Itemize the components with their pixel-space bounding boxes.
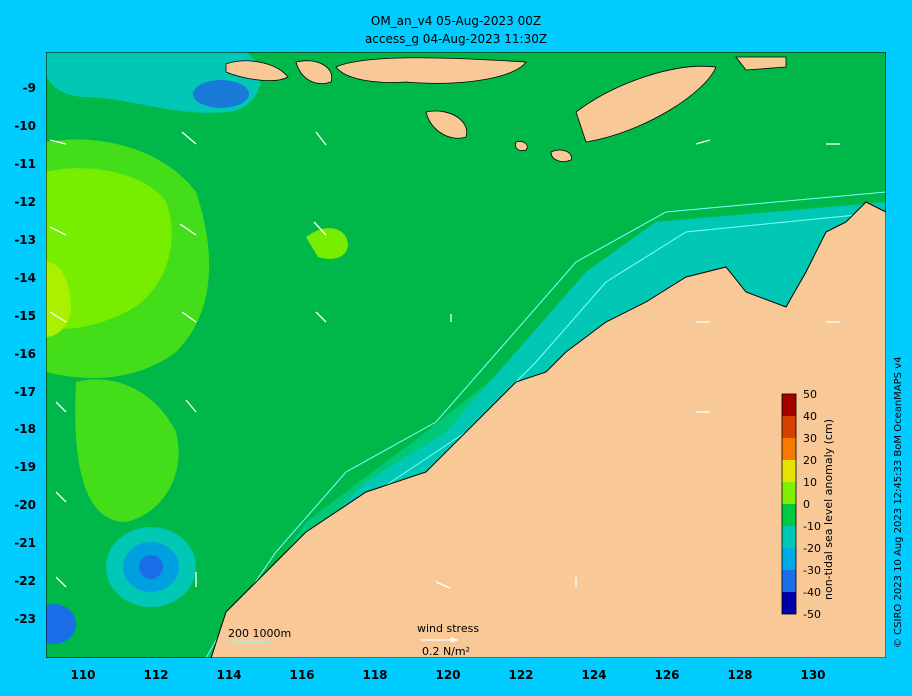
colorbar-tick: -30 bbox=[803, 564, 821, 577]
lat-tick: -20 bbox=[14, 498, 36, 512]
colorbar-swatch bbox=[782, 482, 796, 504]
lat-tick: -13 bbox=[14, 233, 36, 247]
lon-tick: 128 bbox=[727, 668, 753, 682]
colorbar-swatch bbox=[782, 460, 796, 482]
ocean-field-patch-2 bbox=[75, 379, 179, 522]
bathy-legend-label: 200 1000m bbox=[228, 627, 292, 640]
colorbar-tick: -40 bbox=[803, 586, 821, 599]
wind-arrow bbox=[313, 221, 327, 236]
lon-tick: 126 bbox=[654, 668, 680, 682]
colorbar-tick: -20 bbox=[803, 542, 821, 555]
island-timor bbox=[575, 65, 717, 143]
island-north-east bbox=[735, 56, 787, 71]
wind-arrow bbox=[49, 311, 67, 323]
low-eddy-southwest bbox=[46, 604, 76, 644]
colorbar-tick: 40 bbox=[803, 410, 817, 423]
colorbar-swatch bbox=[782, 526, 796, 548]
lat-tick: -22 bbox=[14, 574, 36, 588]
low-eddy-south-core bbox=[139, 555, 163, 579]
colorbar-swatch bbox=[782, 438, 796, 460]
island-3 bbox=[335, 57, 527, 84]
colorbar bbox=[781, 393, 797, 615]
lon-tick: 120 bbox=[435, 668, 461, 682]
lat-tick: -19 bbox=[14, 460, 36, 474]
wind-arrow bbox=[55, 491, 67, 503]
lat-tick: -11 bbox=[14, 157, 36, 171]
ocean-field-mid bbox=[46, 52, 886, 658]
wind-arrow bbox=[435, 581, 451, 589]
lat-tick: -10 bbox=[14, 119, 36, 133]
low-eddy-north bbox=[193, 80, 249, 108]
colorbar-title: non-tidal sea level anomaly (cm) bbox=[822, 419, 835, 600]
lon-tick: 124 bbox=[581, 668, 607, 682]
colorbar-swatch bbox=[782, 548, 796, 570]
lon-tick: 116 bbox=[289, 668, 315, 682]
colorbar-frame bbox=[781, 393, 797, 615]
lat-tick: -18 bbox=[14, 422, 36, 436]
wind-arrow bbox=[315, 311, 327, 323]
credit-text: © CSIRO 2023 10 Aug 2023 12:45:33 BoM Oc… bbox=[893, 356, 904, 649]
colorbar-tick: 0 bbox=[803, 498, 810, 511]
lat-tick: -12 bbox=[14, 195, 36, 209]
colorbar-swatch bbox=[782, 394, 796, 416]
lat-tick: -16 bbox=[14, 347, 36, 361]
wind-arrow bbox=[49, 139, 67, 145]
colorbar-tick: -10 bbox=[803, 520, 821, 533]
lat-tick: -21 bbox=[14, 536, 36, 550]
australia-landmass bbox=[210, 201, 886, 658]
lat-tick: -15 bbox=[14, 309, 36, 323]
lon-tick: 118 bbox=[362, 668, 388, 682]
colorbar-tick: 20 bbox=[803, 454, 817, 467]
colorbar-tick: -50 bbox=[803, 608, 821, 621]
wind-arrow bbox=[179, 223, 197, 236]
colorbar-swatch bbox=[782, 570, 796, 592]
colorbar-tick: 50 bbox=[803, 388, 817, 401]
island-sumba bbox=[425, 110, 468, 139]
ocean-field-max bbox=[46, 262, 71, 337]
island-2 bbox=[295, 60, 333, 84]
island-1 bbox=[225, 60, 289, 81]
wind-legend-arrowhead bbox=[451, 637, 458, 643]
map-title-line2: access_g 04-Aug-2023 11:30Z bbox=[364, 32, 548, 46]
wind-arrow bbox=[55, 401, 67, 413]
wind-legend-scale: 0.2 N/m² bbox=[422, 645, 471, 658]
wind-legend-label: wind stress bbox=[417, 622, 480, 635]
lat-tick: -23 bbox=[14, 612, 36, 626]
lon-tick: 114 bbox=[216, 668, 242, 682]
map-title-line1: OM_an_v4 05-Aug-2023 00Z bbox=[370, 14, 542, 28]
lon-tick: 130 bbox=[800, 668, 826, 682]
colorbar-swatch bbox=[782, 504, 796, 526]
wind-arrow bbox=[315, 131, 327, 146]
colorbar-tick: 30 bbox=[803, 432, 817, 445]
wind-stress-arrows bbox=[49, 131, 840, 589]
colorbar-tick: 10 bbox=[803, 476, 817, 489]
island-small-1 bbox=[550, 149, 572, 162]
wind-arrow bbox=[181, 311, 197, 323]
lon-tick: 112 bbox=[143, 668, 169, 682]
lon-tick: 122 bbox=[508, 668, 534, 682]
ocean-field-patch bbox=[306, 228, 348, 259]
colorbar-swatch bbox=[782, 592, 796, 614]
wind-arrow bbox=[695, 139, 711, 145]
colorbar-swatch bbox=[782, 416, 796, 438]
wind-arrow bbox=[185, 399, 197, 413]
lat-tick: -14 bbox=[14, 271, 36, 285]
island-small-2 bbox=[515, 141, 528, 151]
wind-arrow bbox=[49, 226, 67, 236]
wind-arrow bbox=[55, 576, 67, 588]
ocean-field-peak bbox=[46, 168, 172, 329]
wind-arrow bbox=[181, 131, 197, 145]
lat-tick: -9 bbox=[22, 81, 36, 95]
sea-level-map bbox=[46, 52, 886, 658]
lat-tick: -17 bbox=[14, 385, 36, 399]
lon-tick: 110 bbox=[70, 668, 96, 682]
